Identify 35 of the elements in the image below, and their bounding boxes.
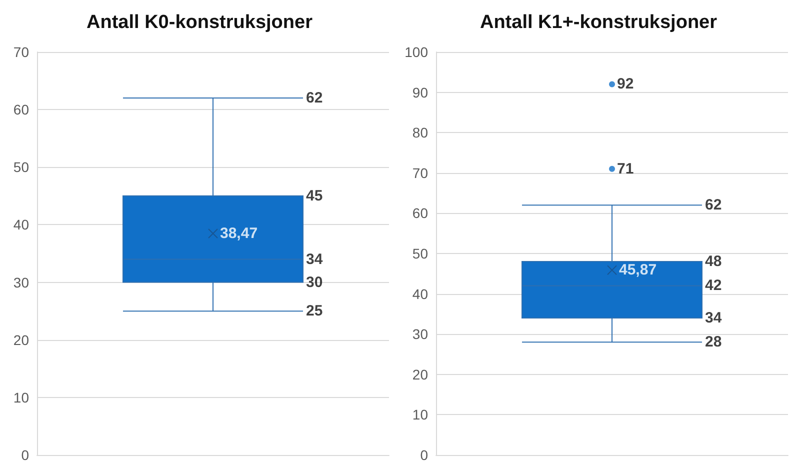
y-tick-label: 60 — [13, 102, 30, 118]
y-tick-label: 50 — [13, 159, 30, 176]
y-tick-label: 90 — [412, 84, 428, 100]
annotation: 62 — [306, 90, 323, 107]
y-tick-label: 50 — [412, 246, 428, 262]
y-tick-label: 20 — [412, 366, 428, 382]
y-tick-label: 0 — [420, 447, 428, 462]
annotation: 30 — [306, 274, 323, 291]
y-tick-label: 70 — [412, 164, 428, 181]
y-tick-label: 100 — [404, 44, 428, 60]
y-tick-label: 0 — [21, 447, 30, 462]
y-tick-label: 40 — [412, 286, 428, 302]
annotation: 48 — [705, 253, 722, 270]
chart-title: Antall K0-konstruksjoner — [86, 12, 314, 33]
annotation: 25 — [306, 302, 323, 320]
annotation: 45,87 — [619, 262, 657, 279]
annotation: 34 — [306, 250, 324, 268]
y-tick-label: 30 — [13, 274, 30, 290]
y-tick-label: 70 — [13, 44, 30, 60]
y-tick-label: 60 — [412, 205, 428, 222]
y-tick-label: 20 — [13, 332, 30, 348]
annotation: 34 — [705, 309, 722, 326]
annotation: 42 — [705, 277, 722, 294]
chart-title: Antall K1+-konstruksjoner — [480, 12, 718, 33]
annotation: 28 — [705, 334, 722, 351]
annotation: 62 — [705, 196, 722, 214]
y-tick-label: 80 — [412, 124, 428, 141]
y-tick-label: 10 — [13, 389, 30, 406]
y-tick-label: 30 — [412, 326, 428, 342]
annotation: 45 — [306, 187, 323, 204]
annotation: 38,47 — [220, 225, 258, 242]
annotation: 71 — [617, 160, 634, 178]
y-tick-label: 40 — [13, 216, 30, 233]
annotation: 92 — [617, 76, 634, 93]
y-tick-label: 10 — [412, 406, 428, 423]
